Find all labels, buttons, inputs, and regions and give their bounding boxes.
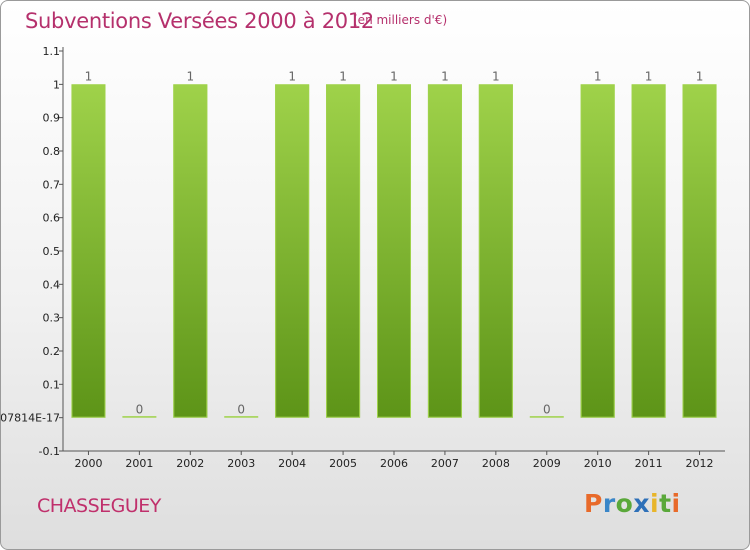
logo-letter: o [615, 489, 634, 518]
logo-letter: i [650, 489, 660, 518]
y-tick-label: 0.1 [43, 378, 61, 391]
data-label: 1 [441, 69, 449, 83]
y-tick-label: 0.3 [43, 312, 61, 325]
x-tick-label: 2000 [74, 457, 102, 470]
bar-highlight [580, 84, 615, 418]
chart-labels: -0.1 -1.3877787807814E-17 0.1 0.2 0.3 0.4 0.5 0… [1, 45, 714, 470]
data-label: 1 [339, 69, 347, 83]
y-tick-label: -1.3877787807814E-17 [1, 412, 60, 425]
commune-name: CHASSEGUEY [37, 495, 161, 517]
x-tick-label: 2001 [125, 457, 153, 470]
x-tick-label: 2007 [431, 457, 459, 470]
y-tick-label: 1 [53, 78, 60, 91]
x-tick-label: 2012 [686, 457, 714, 470]
bar-highlight [682, 84, 717, 418]
chart-axes [59, 47, 725, 455]
data-label: 1 [85, 69, 93, 83]
bar [275, 84, 310, 418]
x-tick-label: 2011 [635, 457, 663, 470]
bar [427, 84, 462, 418]
data-label: 0 [237, 403, 245, 417]
bar [122, 416, 157, 418]
proxiti-logo[interactable]: Proxiti [584, 489, 681, 518]
y-tick-label: 0.7 [43, 178, 61, 191]
y-tick-label: 0.4 [43, 278, 61, 291]
data-label: 1 [594, 69, 602, 83]
x-tick-label: 2004 [278, 457, 306, 470]
bar [224, 416, 259, 418]
data-label: 1 [390, 69, 398, 83]
data-label: 1 [288, 69, 296, 83]
bar [529, 416, 564, 418]
bar-highlight [326, 84, 361, 418]
logo-letter: P [584, 489, 603, 518]
x-tick-label: 2006 [380, 457, 408, 470]
bar [173, 84, 208, 418]
logo-letter: x [633, 489, 650, 518]
bar [71, 84, 106, 418]
bar-highlight [173, 84, 208, 418]
data-label: 1 [186, 69, 194, 83]
chart-title: Subventions Versées 2000 à 2012 [25, 9, 374, 33]
y-tick-label: 1.1 [43, 45, 61, 58]
chart-subtitle: (en milliers d'€) [353, 13, 448, 27]
y-tick-label: 0.2 [43, 345, 61, 358]
y-tick-label: 0.8 [43, 145, 61, 158]
x-tick-label: 2008 [482, 457, 510, 470]
data-label: 1 [645, 69, 653, 83]
y-tick-label: -0.1 [39, 445, 60, 458]
bar [326, 84, 361, 418]
bar-highlight [631, 84, 666, 418]
logo-letter: i [671, 489, 681, 518]
logo-letter: t [659, 489, 672, 518]
bar-highlight [275, 84, 310, 418]
data-label: 1 [492, 69, 500, 83]
bar [682, 84, 717, 418]
x-tick-label: 2010 [584, 457, 612, 470]
data-label: 0 [543, 403, 551, 417]
x-tick-label: 2003 [227, 457, 255, 470]
bar-highlight [427, 84, 462, 418]
bar-highlight [377, 84, 411, 418]
bar [631, 84, 666, 418]
bar-highlight [478, 84, 513, 418]
data-label: 1 [696, 69, 704, 83]
bar [580, 84, 615, 418]
x-tick-label: 2009 [533, 457, 561, 470]
bar [478, 84, 513, 418]
x-tick-label: 2005 [329, 457, 357, 470]
y-tick-label: 0.6 [43, 212, 61, 225]
y-tick-label: 0.9 [43, 112, 61, 125]
bar-highlight [71, 84, 106, 418]
data-label: 0 [136, 403, 144, 417]
chart-bars [71, 84, 717, 418]
bar [377, 84, 411, 418]
logo-letter: r [602, 489, 616, 518]
x-tick-label: 2002 [176, 457, 204, 470]
y-tick-label: 0.5 [43, 245, 61, 258]
